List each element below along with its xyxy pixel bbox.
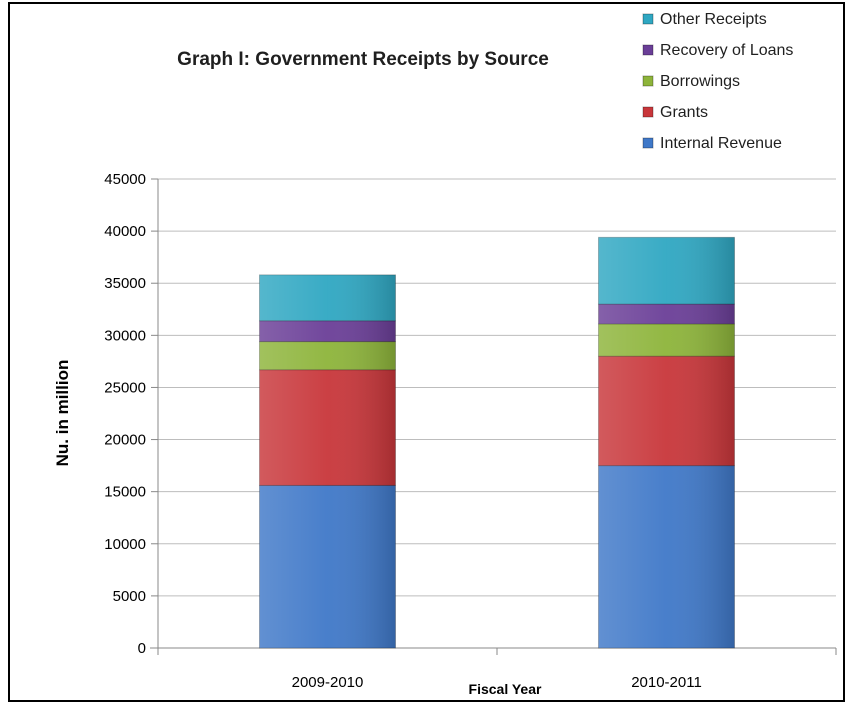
x-axis-label: Fiscal Year bbox=[469, 681, 542, 697]
y-tick-label: 10000 bbox=[104, 536, 146, 553]
bar-segment-shade bbox=[598, 237, 735, 305]
bar-segment-shade bbox=[598, 356, 735, 466]
legend-swatch bbox=[642, 137, 654, 149]
y-tick-label: 35000 bbox=[104, 275, 146, 292]
y-tick-label: 40000 bbox=[104, 223, 146, 240]
legend-swatch bbox=[642, 106, 654, 118]
y-tick-label: 30000 bbox=[104, 327, 146, 344]
y-tick-label: 15000 bbox=[104, 484, 146, 501]
bar-segment-shade bbox=[598, 465, 735, 648]
bar-segment-shade bbox=[259, 274, 396, 321]
y-tick-label: 45000 bbox=[104, 171, 146, 188]
bar-segment-shade bbox=[259, 485, 396, 648]
y-tick-labels: 0 5000 10000 15000 20000 25000 30000 35000 40000… bbox=[104, 171, 146, 657]
x-tick-labels: 2009-2010 2010-2011 bbox=[292, 674, 702, 691]
y-axis-label: Nu. in million bbox=[53, 360, 72, 467]
bar-segment-shade bbox=[598, 323, 735, 357]
y-tick-label: 5000 bbox=[113, 588, 146, 605]
legend-swatch bbox=[642, 13, 654, 25]
legend-swatch bbox=[642, 44, 654, 56]
legend-label: Recovery of Loans bbox=[660, 42, 793, 59]
bar-segment-shade bbox=[598, 304, 735, 324]
legend: Other Receipts Recovery of Loans Borrowing… bbox=[642, 11, 793, 152]
chart-title: Graph I: Government Receipts by Source bbox=[177, 49, 549, 70]
bar-segment-shade bbox=[259, 369, 396, 486]
legend-label: Grants bbox=[660, 104, 708, 121]
legend-label: Borrowings bbox=[660, 73, 740, 90]
y-tick-label: 25000 bbox=[104, 379, 146, 396]
bar-segment-shade bbox=[259, 341, 396, 370]
legend-label: Other Receipts bbox=[660, 11, 767, 28]
y-tick-label: 20000 bbox=[104, 432, 146, 449]
bar-segment-shade bbox=[259, 320, 396, 342]
y-tick-label: 0 bbox=[138, 640, 146, 657]
bars bbox=[259, 236, 735, 649]
legend-swatch bbox=[642, 75, 654, 87]
legend-label: Internal Revenue bbox=[660, 135, 782, 152]
x-tick-label: 2009-2010 bbox=[292, 674, 364, 691]
x-tick-label: 2010-2011 bbox=[631, 674, 702, 691]
